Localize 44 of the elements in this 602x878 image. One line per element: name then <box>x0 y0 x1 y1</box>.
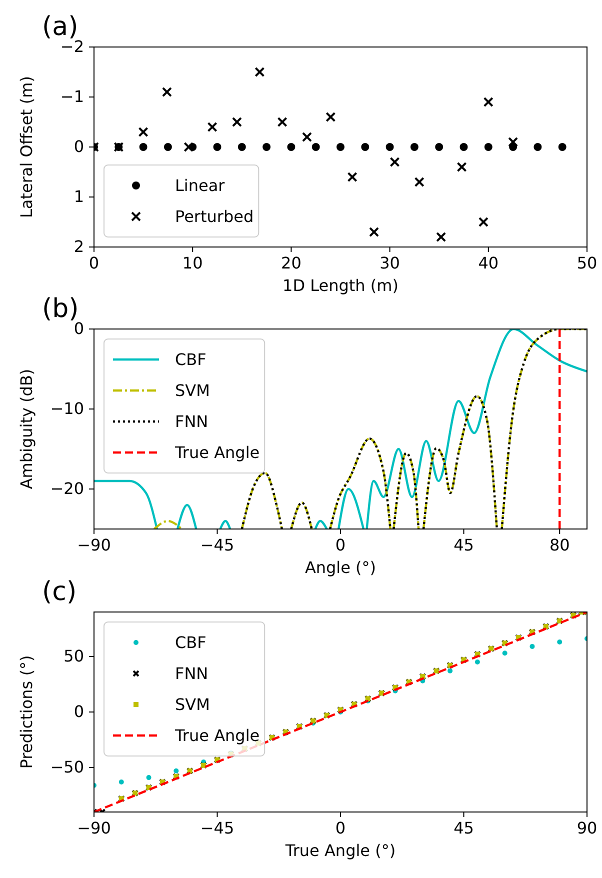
x-tick-label: 80 <box>549 535 570 554</box>
x-tick-label: −45 <box>200 818 234 838</box>
y-tick-label: 0 <box>74 137 84 156</box>
y-tick-label: 2 <box>74 237 84 256</box>
legend-label: FNN <box>175 664 208 684</box>
x-tick-label: 45 <box>454 818 474 838</box>
legend-label: SVM <box>175 381 210 400</box>
y-axis-title: Ambiguity (dB) <box>17 368 36 490</box>
x-tick-label: −90 <box>77 535 111 554</box>
x-tick-label: 10 <box>182 253 203 272</box>
x-tick-label: 40 <box>478 253 499 272</box>
x-tick-label: 45 <box>454 535 474 554</box>
y-tick-label: 50 <box>64 646 84 666</box>
legend-label: Perturbed <box>175 207 254 226</box>
x-tick-label: 50 <box>576 253 598 272</box>
legend-label: SVM <box>175 695 210 714</box>
legend-label: CBF <box>175 350 206 370</box>
x-tick-label: 20 <box>281 253 302 272</box>
chart-title: (c) <box>42 577 77 607</box>
y-tick-label: −50 <box>50 758 84 777</box>
y-tick-label: 0 <box>74 702 84 722</box>
y-tick-label: 1 <box>74 187 84 206</box>
y-tick-label: −2 <box>60 37 84 56</box>
x-tick-label: 0 <box>335 818 346 838</box>
legend-label: True Angle <box>174 726 260 746</box>
x-tick-label: 0 <box>335 535 346 554</box>
x-axis-title: True Angle (°) <box>284 841 396 860</box>
legend-label: CBF <box>175 633 206 652</box>
legend-label: FNN <box>175 412 208 432</box>
x-tick-label: 30 <box>380 253 400 272</box>
x-tick-label: −90 <box>77 818 111 838</box>
y-tick-label: −10 <box>50 399 84 418</box>
x-axis-title: 1D Length (m) <box>282 276 398 295</box>
legend-label: Linear <box>175 176 226 196</box>
y-tick-label: −1 <box>60 87 84 106</box>
y-tick-label: 0 <box>74 319 84 338</box>
legend-label: True Angle <box>174 443 260 462</box>
y-axis-title: Predictions (°) <box>17 655 36 769</box>
x-tick-label: 90 <box>576 818 598 838</box>
x-axis-title: Angle (°) <box>304 558 376 577</box>
x-tick-label: −45 <box>200 535 234 554</box>
x-tick-label: 0 <box>88 253 100 272</box>
y-tick-label: −20 <box>50 479 84 498</box>
y-axis-title: Lateral Offset (m) <box>17 76 36 218</box>
